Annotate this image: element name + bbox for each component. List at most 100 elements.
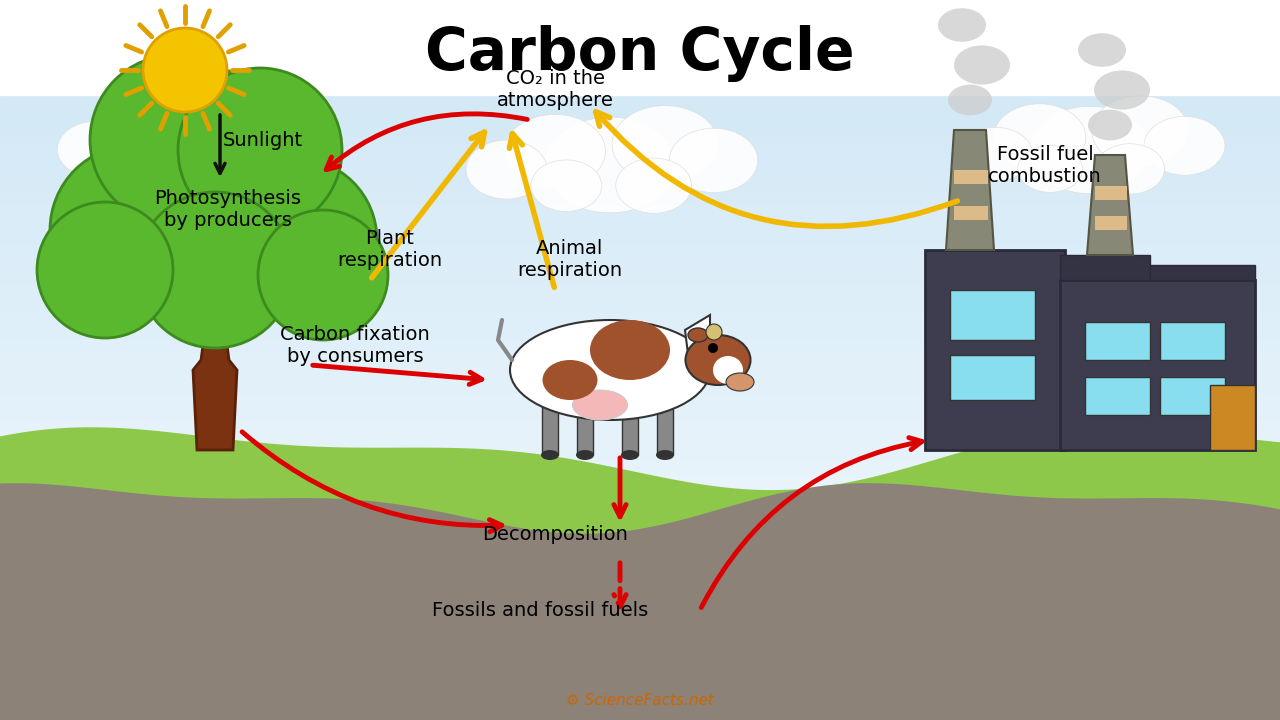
- Ellipse shape: [544, 117, 676, 213]
- Polygon shape: [1087, 155, 1133, 255]
- Bar: [0, 526, 1280, 540]
- Ellipse shape: [132, 99, 259, 191]
- Ellipse shape: [669, 128, 758, 192]
- Bar: [0, 377, 1280, 392]
- Ellipse shape: [504, 114, 605, 188]
- Ellipse shape: [954, 45, 1010, 85]
- Ellipse shape: [616, 158, 691, 213]
- Bar: [0, 418, 1280, 432]
- Bar: [0, 269, 1280, 284]
- Circle shape: [707, 324, 722, 340]
- Bar: [0, 107, 1280, 122]
- Ellipse shape: [466, 140, 547, 199]
- Ellipse shape: [93, 96, 191, 167]
- Ellipse shape: [726, 373, 754, 391]
- Bar: [0, 215, 1280, 230]
- Bar: [950, 290, 1036, 340]
- Bar: [1060, 280, 1254, 450]
- Bar: [0, 431, 1280, 446]
- Ellipse shape: [959, 127, 1033, 181]
- Polygon shape: [0, 427, 1280, 720]
- Bar: [0, 40, 1280, 54]
- Bar: [0, 53, 1280, 68]
- Bar: [0, 161, 1280, 176]
- Ellipse shape: [543, 360, 598, 400]
- Ellipse shape: [1078, 33, 1126, 67]
- Ellipse shape: [576, 450, 594, 460]
- Bar: [0, 0, 1280, 14]
- Bar: [1085, 322, 1149, 360]
- Circle shape: [212, 158, 378, 322]
- Polygon shape: [0, 483, 1280, 720]
- Polygon shape: [193, 330, 237, 450]
- Text: ⚙ ScienceFacts.net: ⚙ ScienceFacts.net: [566, 693, 714, 708]
- Ellipse shape: [657, 450, 675, 460]
- Bar: [0, 498, 1280, 513]
- Ellipse shape: [509, 320, 710, 420]
- Bar: [1094, 186, 1126, 200]
- Text: Fossil fuel
combustion: Fossil fuel combustion: [988, 145, 1102, 186]
- Bar: [0, 174, 1280, 189]
- Circle shape: [90, 55, 260, 225]
- Ellipse shape: [201, 138, 273, 192]
- Ellipse shape: [541, 450, 559, 460]
- Ellipse shape: [252, 110, 337, 171]
- Ellipse shape: [689, 328, 708, 342]
- Text: Photosynthesis
by producers: Photosynthesis by producers: [155, 189, 302, 230]
- Bar: [1060, 255, 1149, 280]
- Text: Fossils and fossil fuels: Fossils and fossil fuels: [431, 600, 648, 619]
- Bar: [1149, 265, 1254, 280]
- Text: CO₂ in the
atmosphere: CO₂ in the atmosphere: [497, 70, 613, 110]
- Text: Decomposition: Decomposition: [483, 526, 628, 544]
- Ellipse shape: [590, 320, 669, 380]
- Ellipse shape: [713, 356, 742, 384]
- Text: Sunlight: Sunlight: [223, 130, 303, 150]
- Bar: [0, 458, 1280, 472]
- Bar: [1160, 322, 1225, 360]
- Text: Plant
respiration: Plant respiration: [338, 230, 443, 271]
- Circle shape: [137, 192, 293, 348]
- Bar: [0, 404, 1280, 418]
- Text: Animal
respiration: Animal respiration: [517, 240, 622, 281]
- Ellipse shape: [1144, 117, 1225, 175]
- Bar: [0, 444, 1280, 459]
- Ellipse shape: [531, 160, 602, 212]
- Bar: [0, 120, 1280, 135]
- Bar: [0, 12, 1280, 27]
- Circle shape: [115, 70, 315, 270]
- Bar: [1210, 385, 1254, 450]
- Ellipse shape: [1088, 109, 1132, 140]
- Ellipse shape: [621, 450, 639, 460]
- Bar: [0, 256, 1280, 270]
- Bar: [0, 472, 1280, 486]
- Bar: [0, 282, 1280, 297]
- Bar: [0, 323, 1280, 338]
- Ellipse shape: [1096, 144, 1165, 194]
- Bar: [0, 310, 1280, 324]
- Ellipse shape: [686, 335, 750, 385]
- Ellipse shape: [938, 8, 986, 42]
- Polygon shape: [946, 130, 995, 250]
- Bar: [0, 242, 1280, 256]
- Bar: [622, 395, 637, 455]
- Bar: [954, 206, 988, 220]
- Bar: [925, 250, 1065, 450]
- Bar: [0, 512, 1280, 526]
- Ellipse shape: [572, 390, 627, 420]
- Text: Carbon fixation
by consumers: Carbon fixation by consumers: [280, 325, 430, 366]
- Bar: [657, 395, 673, 455]
- Bar: [0, 94, 1280, 108]
- Bar: [0, 134, 1280, 148]
- Bar: [0, 66, 1280, 81]
- Bar: [0, 364, 1280, 378]
- Bar: [0, 390, 1280, 405]
- Bar: [950, 355, 1036, 400]
- Bar: [0, 26, 1280, 40]
- Ellipse shape: [197, 89, 298, 162]
- Bar: [0, 202, 1280, 216]
- Ellipse shape: [1018, 145, 1083, 192]
- Bar: [0, 296, 1280, 310]
- Ellipse shape: [119, 140, 187, 189]
- Ellipse shape: [1092, 96, 1189, 166]
- Bar: [1160, 377, 1225, 415]
